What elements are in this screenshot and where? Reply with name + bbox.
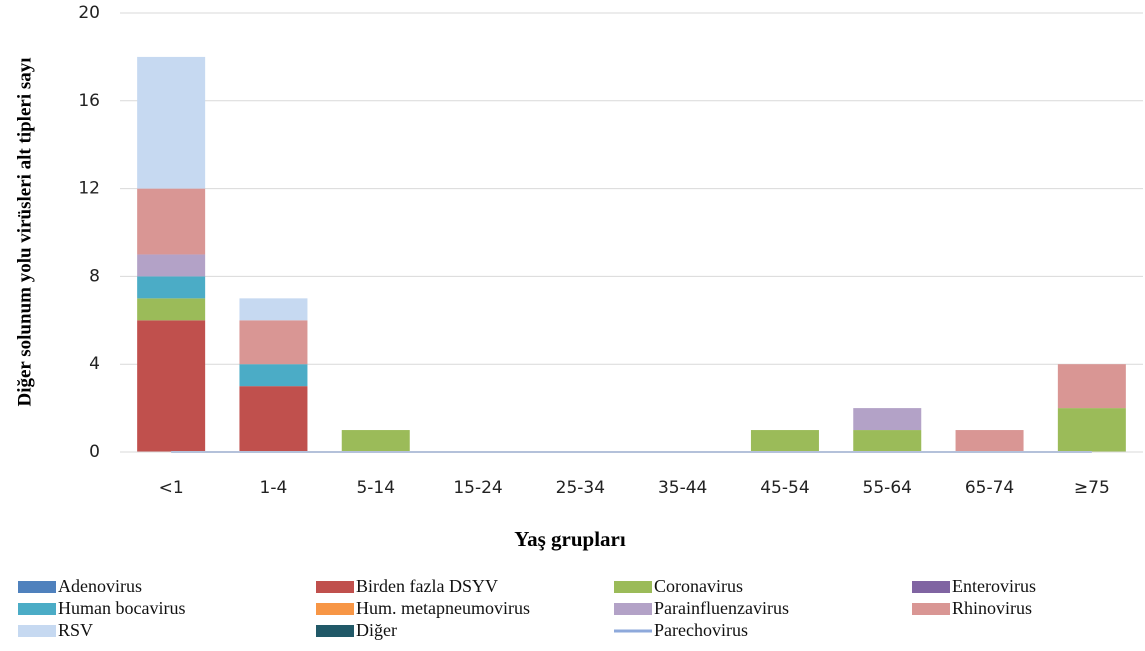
bar-segment (750, 430, 819, 452)
bar-segment (137, 298, 206, 321)
legend-label: Birden fazla DSYV (356, 576, 498, 596)
legend-swatch (18, 625, 56, 637)
y-tick-label: 20 (78, 3, 100, 23)
legend-label: Parechovirus (654, 620, 748, 640)
y-axis-title: Diğer solunum yolu virüsleri alt tipleri… (14, 57, 35, 406)
bar-segment (239, 298, 308, 321)
bar-segment (239, 364, 308, 387)
x-tick-label: 65-74 (965, 478, 1014, 498)
legend-swatch (316, 625, 354, 637)
legend-swatch (316, 581, 354, 593)
legend-label: Human bocavirus (58, 598, 185, 618)
legend-label: Diğer (356, 620, 397, 640)
bar-segment (853, 430, 922, 452)
bar-segment (1057, 408, 1126, 452)
x-tick-label: 35-44 (658, 478, 707, 498)
bar-segment (341, 430, 410, 452)
legend-swatch (614, 603, 652, 615)
bar-segment (137, 320, 206, 452)
x-axis-title: Yaş grupları (514, 527, 626, 551)
bar-segment (137, 56, 206, 189)
legend-label: Adenovirus (58, 576, 142, 596)
legend-label: Parainfluenzavirus (654, 598, 789, 618)
x-tick-label: <1 (159, 478, 184, 498)
legend-swatch (912, 603, 950, 615)
bar-segment (239, 320, 308, 365)
bar-segment (955, 430, 1024, 452)
legend-swatch (18, 603, 56, 615)
legend-label: Hum. metapneumovirus (356, 598, 530, 618)
legend-swatch (316, 603, 354, 615)
y-tick-label: 8 (89, 266, 100, 286)
x-tick-label: ≥75 (1074, 478, 1110, 498)
bar-segment (137, 254, 206, 277)
bar-segment (853, 408, 922, 431)
legend-swatch (614, 581, 652, 593)
y-tick-label: 0 (89, 442, 100, 462)
bar-segment (137, 276, 206, 299)
y-tick-label: 16 (78, 91, 100, 111)
y-tick-label: 4 (89, 354, 100, 374)
x-tick-label: 1-4 (260, 478, 288, 498)
x-tick-label: 15-24 (453, 478, 502, 498)
bar-segment (1057, 364, 1126, 409)
x-tick-label: 5-14 (356, 478, 395, 498)
x-tick-label: 55-64 (863, 478, 912, 498)
legend-label: Coronavirus (654, 576, 743, 596)
legend-swatch (912, 581, 950, 593)
bar-segment (239, 386, 308, 452)
legend-label: Rhinovirus (952, 598, 1032, 618)
x-tick-label: 25-34 (556, 478, 605, 498)
x-tick-label: 45-54 (760, 478, 809, 498)
y-tick-label: 12 (78, 179, 100, 199)
legend-label: Enterovirus (952, 576, 1036, 596)
bar-segment (137, 188, 206, 255)
legend-label: RSV (58, 620, 93, 640)
legend-swatch (18, 581, 56, 593)
